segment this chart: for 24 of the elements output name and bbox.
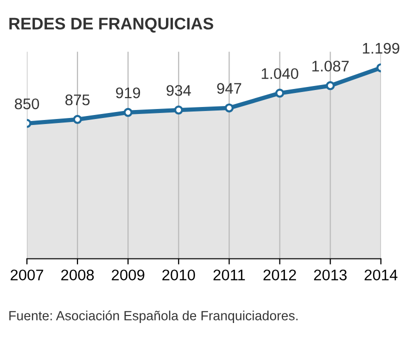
data-label: 1.199 xyxy=(362,42,400,54)
point xyxy=(174,106,184,115)
chart-title: REDES DE FRANQUICIAS xyxy=(9,18,214,33)
data-label: 947 xyxy=(217,83,242,94)
x-tick-label: 2007 xyxy=(10,270,44,280)
point xyxy=(124,108,133,117)
x-tick-label: 2014 xyxy=(364,270,398,280)
point xyxy=(326,81,335,90)
data-label: 934 xyxy=(166,85,191,96)
data-label: 1.040 xyxy=(262,68,298,80)
point xyxy=(275,88,284,98)
x-tick-label: 2010 xyxy=(162,270,196,280)
point xyxy=(72,114,82,124)
x-tick-label: 2011 xyxy=(214,270,245,280)
data-label: 875 xyxy=(65,94,90,106)
data-label: 1.087 xyxy=(312,60,349,72)
data-label: 850 xyxy=(14,98,40,110)
source-note: Fuente: Asociación Española de Franquiciadores. xyxy=(9,310,298,323)
x-tick-label: 2009 xyxy=(112,270,144,280)
x-tick-label: 2013 xyxy=(314,270,347,280)
point xyxy=(224,103,234,112)
x-tick-label: 2012 xyxy=(264,270,296,280)
x-tick-label: 2008 xyxy=(61,270,94,280)
data-label: 919 xyxy=(116,87,140,98)
